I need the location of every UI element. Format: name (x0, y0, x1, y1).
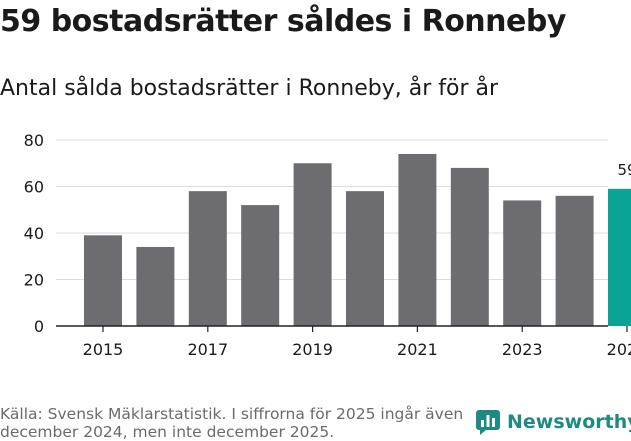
chart-title: 59 bostadsrätter såldes i Ronneby (0, 4, 566, 39)
bar-2015 (84, 235, 122, 326)
x-tick-label: 2025 (607, 340, 631, 359)
bar-chart: 0 20 40 60 80 59 2015 2017 2019 2021 2023 2025 (24, 131, 631, 359)
y-tick-label: 20 (24, 271, 44, 290)
brand-name: Newsworthy (507, 411, 631, 433)
bar-2021 (398, 153, 437, 326)
bar-2023 (503, 200, 542, 326)
x-tick-label: 2023 (502, 340, 543, 359)
brand-logo: Newsworthy (475, 409, 631, 435)
source-note: Källa: Svensk Mäklarstatistik. I siffror… (0, 405, 464, 441)
newsworthy-logo-icon (476, 410, 500, 435)
x-tick-label: 2019 (292, 340, 333, 359)
y-tick-label: 60 (24, 178, 44, 197)
chart-subtitle: Antal sålda bostadsrätter i Ronneby, år … (0, 76, 499, 101)
x-tick-label: 2015 (83, 340, 124, 359)
x-tick-label: 2017 (187, 340, 228, 359)
bar-2024 (555, 195, 594, 326)
data-label-2025: 59 (617, 161, 631, 179)
bar-2022 (450, 167, 489, 326)
y-tick-label: 40 (24, 224, 44, 243)
y-tick-label: 80 (24, 131, 44, 150)
bar-2018 (241, 205, 280, 326)
bar-2020 (346, 191, 384, 326)
x-tick-label: 2021 (397, 340, 438, 359)
y-tick-label: 0 (34, 317, 44, 336)
bar-2019 (293, 163, 332, 326)
bar-2017 (188, 191, 227, 326)
bar-2016 (136, 246, 175, 326)
bar-2025 (608, 188, 631, 326)
